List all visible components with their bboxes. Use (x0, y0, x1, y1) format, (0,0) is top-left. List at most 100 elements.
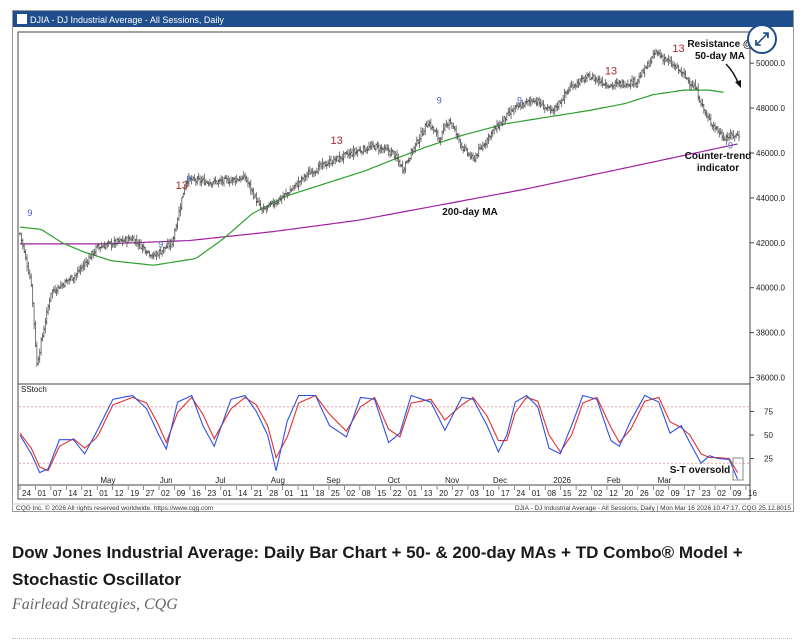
price-bar (678, 68, 682, 73)
stoch-tick-label: 50 (764, 431, 773, 440)
day-label: 14 (68, 489, 77, 498)
price-tick-label: 48000.0 (756, 104, 785, 113)
price-bar (63, 278, 67, 288)
price-bar (187, 173, 191, 187)
chart-header-bar (13, 11, 793, 27)
price-bar (466, 147, 469, 157)
price-bar (722, 132, 725, 142)
price-bar (547, 105, 551, 111)
price-bar (350, 148, 354, 158)
day-label: 27 (146, 489, 155, 498)
price-bar (28, 269, 32, 280)
price-bar (395, 149, 399, 162)
price-bar (198, 175, 202, 187)
td-count-13: 13 (672, 43, 684, 55)
price-bar (253, 193, 257, 199)
price-bar (353, 147, 357, 157)
day-label: 01 (532, 489, 541, 498)
price-bar (571, 81, 575, 91)
price-bar (502, 115, 506, 126)
price-bar (667, 55, 670, 66)
price-bar (592, 73, 596, 82)
price-bar (535, 97, 538, 107)
day-label: 24 (516, 489, 525, 498)
price-bar (380, 144, 383, 154)
price-bar (159, 246, 162, 255)
price-bar (581, 75, 585, 83)
price-bar (644, 65, 648, 70)
day-label: 23 (702, 489, 711, 498)
price-bar (224, 174, 227, 180)
price-bar (525, 97, 528, 105)
price-bar (564, 90, 568, 98)
price-bar (341, 153, 344, 162)
price-bar (325, 161, 328, 170)
price-bar (66, 279, 70, 285)
price-bar (151, 252, 154, 260)
price-bar (277, 197, 281, 205)
price-bar (657, 49, 660, 57)
price-tick-label: 40000.0 (756, 284, 785, 293)
price-bar (257, 197, 261, 207)
day-label: 22 (393, 489, 402, 498)
price-bar (280, 195, 283, 205)
td-count-9: 9 (27, 208, 32, 218)
day-label: 20 (439, 489, 448, 498)
day-label: 02 (161, 489, 170, 498)
price-bar (629, 78, 632, 90)
day-label: 26 (640, 489, 649, 498)
price-bar (433, 128, 437, 133)
day-label: 23 (207, 489, 216, 498)
price-bar (553, 105, 556, 116)
stoch-tick-label: 25 (764, 455, 773, 464)
counter-trend-annotation: Counter-trend (685, 151, 752, 162)
price-bar (100, 241, 103, 249)
day-label: 10 (485, 489, 494, 498)
price-bar (360, 150, 364, 156)
day-label: 02 (655, 489, 664, 498)
price-bar (227, 175, 230, 185)
price-bar (725, 133, 728, 146)
price-bar (608, 85, 611, 89)
price-bar (142, 243, 146, 252)
date-axis-labels: 24 01 07 14 21 01 12 19 27 02 09 16 23 01 14 21 28 01 11 18… (19, 486, 757, 498)
price-bar (91, 249, 95, 259)
bottom-divider (12, 638, 792, 639)
price-bar (374, 143, 378, 152)
price-bar (654, 48, 658, 56)
ma50-line-group (19, 89, 724, 266)
price-bar (297, 176, 300, 191)
price-bar (601, 76, 604, 88)
price-bar (649, 57, 652, 67)
price-bar (42, 325, 46, 338)
expand-chart-button[interactable]: ⤢ (747, 24, 777, 54)
price-bar (497, 121, 500, 129)
price-bar (367, 141, 371, 151)
price-bar (186, 177, 189, 187)
price-bar (250, 187, 254, 195)
price-bar (106, 241, 109, 249)
price-bar (332, 155, 335, 165)
day-label: 02 (594, 489, 603, 498)
price-bar (86, 259, 89, 268)
price-bar (639, 71, 642, 79)
price-bar (231, 176, 234, 186)
day-label: 24 (22, 489, 31, 498)
price-bar (485, 137, 489, 148)
price-bar (41, 332, 44, 342)
price-axis: 50000.0 48000.0 46000.0 44000.0 42000.0 40000… (750, 59, 785, 383)
price-bar (484, 139, 487, 149)
price-bar (426, 119, 430, 128)
price-bar (550, 105, 554, 114)
price-bar (642, 67, 645, 74)
price-bar (490, 130, 493, 140)
price-tick-label: 50000.0 (756, 59, 785, 68)
price-bar (76, 266, 79, 278)
stoch-k-line (19, 394, 739, 480)
price-bar (315, 167, 319, 174)
price-bar (136, 239, 140, 250)
price-bar (537, 96, 541, 107)
price-bar (556, 101, 559, 112)
price-bar (737, 130, 741, 142)
price-bar (141, 243, 144, 254)
